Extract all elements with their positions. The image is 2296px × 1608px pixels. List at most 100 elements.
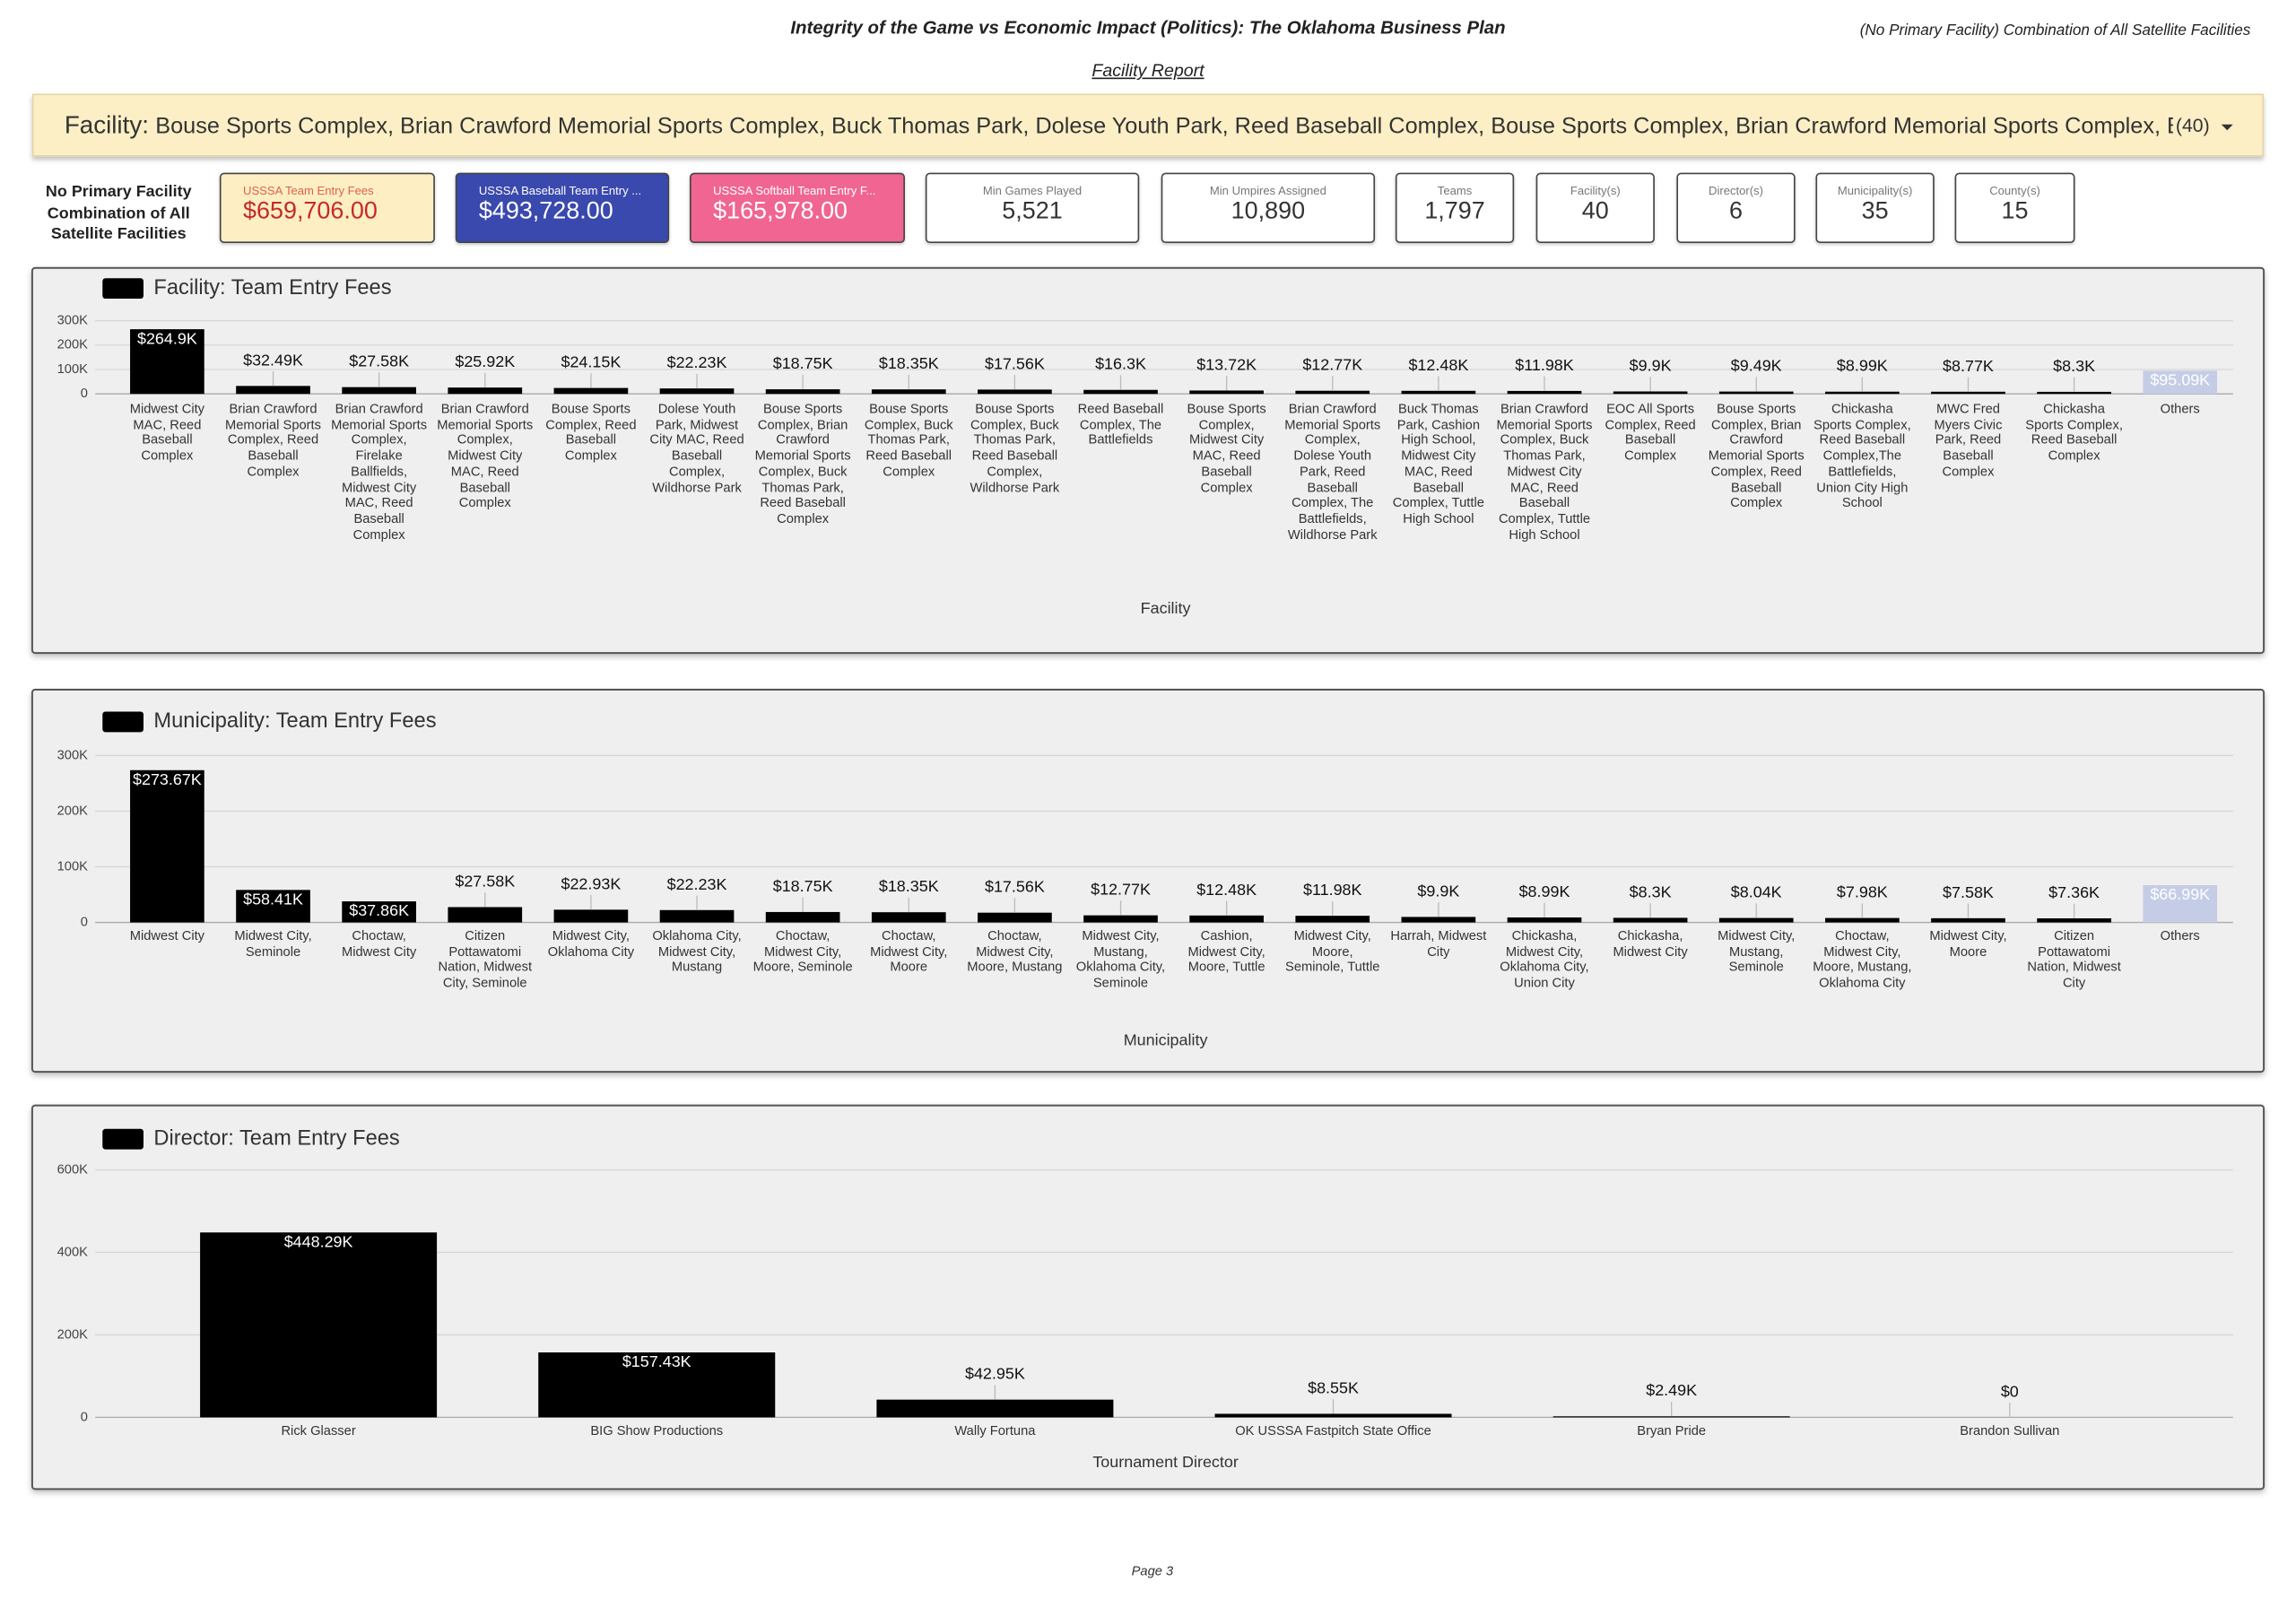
data-label: $58.41K: [243, 890, 303, 908]
data-label: $13.72K: [1196, 355, 1257, 373]
kpi-value: 5,521: [1002, 197, 1063, 224]
kpi-value: 15: [2001, 197, 2029, 224]
x-tick-label: Chickasha Sports Complex, Reed Baseball …: [2025, 401, 2123, 464]
x-tick-label-box: Oklahoma City, Midwest City, Mustang: [652, 928, 742, 975]
y-tick-label: 100K: [57, 859, 89, 874]
data-label: $95.09K: [2150, 370, 2210, 388]
bar: [659, 388, 735, 395]
x-tick-label-box: Chickasha, Midwest City, Oklahoma City, …: [1500, 928, 1589, 990]
bar: [1507, 390, 1582, 395]
bar: [871, 912, 946, 923]
chart-title: Director: Team Entry Fees: [153, 1126, 399, 1150]
kpi-value: $165,978.00: [713, 197, 848, 224]
x-tick-label-box: Others: [2161, 401, 2200, 415]
bar: [1613, 391, 1688, 395]
bar: [765, 911, 840, 923]
bar: [1507, 917, 1582, 923]
x-tick-label: Midwest City MAC, Reed Baseball Complex: [129, 401, 205, 464]
x-tick-label: Reed Baseball Complex, The Battlefields: [1077, 401, 1164, 448]
x-tick-label: Oklahoma City, Midwest City, Mustang: [652, 928, 742, 975]
kpi-card: Facility(s) 40: [1535, 172, 1655, 244]
bar: [342, 901, 416, 923]
data-label: $32.49K: [243, 351, 303, 369]
kpi-card: County(s) 15: [1954, 172, 2075, 244]
kpi-value: $659,706.00: [243, 197, 378, 224]
x-tick-label-box: Cashion, Midwest City, Moore, Tuttle: [1187, 928, 1265, 975]
y-tick-label: 200K: [57, 804, 89, 818]
kpi-side-label: No Primary Facility Combination of All S…: [45, 183, 192, 244]
report-context: (No Primary Facility) Combination of All…: [1859, 22, 2251, 40]
x-tick-label-box: Choctaw, Midwest City: [342, 928, 416, 959]
data-label: $8.77K: [1943, 357, 1994, 375]
kpi-card: Teams 1,797: [1395, 172, 1515, 244]
x-tick-label-box: Brian Crawford Memorial Sports Complex, …: [1284, 401, 1380, 541]
bar: [1083, 389, 1158, 395]
legend-swatch: [102, 711, 144, 733]
x-tick-label-box: Choctaw, Midwest City, Moore, Seminole: [752, 928, 853, 975]
x-tick-label: Citizen Pottawatomi Nation, Midwest City…: [438, 928, 533, 990]
kpi-title: Min Umpires Assigned: [1209, 184, 1326, 198]
kpi-card: Min Games Played 5,521: [925, 172, 1140, 244]
y-tick-label: 0: [81, 915, 88, 929]
x-tick-label-box: Citizen Pottawatomi Nation, Midwest City…: [438, 928, 533, 990]
x-tick-label: Brian Crawford Memorial Sports Complex, …: [331, 401, 428, 542]
dropdown-caret[interactable]: [2221, 123, 2233, 132]
kpi-card: Director(s) 6: [1676, 172, 1796, 244]
x-tick-label: Brian Crawford Memorial Sports Complex, …: [437, 401, 534, 510]
x-tick-label-box: Bouse Sports Complex, Reed Baseball Comp…: [545, 401, 637, 464]
x-tick-label-box: Brandon Sullivan: [1960, 1422, 2060, 1439]
data-label: $157.43K: [622, 1352, 691, 1370]
x-tick-label-box: Reed Baseball Complex, The Battlefields: [1077, 401, 1164, 448]
bar: [1189, 915, 1264, 923]
x-tick-label: Midwest City, Moore: [1929, 928, 2007, 959]
filter-text: Facility: Bouse Sports Complex, Brian Cr…: [65, 111, 2173, 141]
page-number: Page 3: [1131, 1563, 1174, 1578]
x-tick-label-box: Dolese Youth Park, Midwest City MAC, Ree…: [649, 401, 744, 494]
kpi-title: USSSA Softball Team Entry F...: [713, 184, 876, 198]
bar: [236, 386, 310, 395]
filter-bar[interactable]: Facility: Bouse Sports Complex, Brian Cr…: [31, 93, 2265, 157]
data-label: $8.3K: [2053, 357, 2095, 375]
bar: [1295, 390, 1370, 395]
x-tick-label-box: Midwest City, Mustang, Seminole: [1718, 928, 1795, 974]
kpi-card: Municipality(s) 35: [1815, 172, 1935, 244]
bar: [1718, 917, 1794, 923]
x-tick-label: Bouse Sports Complex, Reed Baseball Comp…: [545, 401, 637, 464]
data-label: $9.9K: [1630, 356, 1672, 374]
y-tick-label: 400K: [57, 1245, 89, 1259]
x-tick-label-box: Choctaw, Midwest City, Moore: [870, 928, 947, 974]
bar: [871, 389, 946, 395]
kpi-title: Teams: [1437, 184, 1473, 198]
x-tick-label: Harrah, Midwest City: [1390, 928, 1487, 959]
chart-panel: [30, 266, 2266, 655]
x-tick-label: Choctaw, Midwest City, Moore, Seminole: [752, 928, 853, 975]
chart-title: Facility: Team Entry Fees: [153, 276, 391, 300]
data-label: $18.75K: [773, 354, 833, 372]
x-tick-label-box: Brian Crawford Memorial Sports Complex, …: [331, 401, 428, 542]
x-tick-label-box: Bouse Sports Complex, Buck Thomas Park, …: [865, 401, 953, 478]
x-tick-label-box: Wally Fortuna: [954, 1423, 1035, 1438]
legend-swatch: [102, 278, 144, 300]
x-tick-label: Citizen Pottawatomi Nation, Midwest City: [2027, 928, 2121, 990]
x-tick-label: Brandon Sullivan: [1960, 1422, 2060, 1439]
data-label: $12.48K: [1196, 881, 1257, 899]
bar: [659, 909, 735, 923]
bar: [1931, 917, 2005, 923]
x-tick-label: Chickasha, Midwest City, Oklahoma City, …: [1500, 928, 1589, 990]
x-tick-label-box: Brian Crawford Memorial Sports Complex, …: [225, 401, 321, 478]
bar: [2037, 391, 2111, 395]
x-tick-label: Chickasha, Midwest City: [1613, 928, 1688, 959]
x-tick-label: Cashion, Midwest City, Moore, Tuttle: [1187, 928, 1265, 975]
data-label: $17.56K: [985, 878, 1045, 896]
x-tick-label: Choctaw, Midwest City, Moore, Mustang: [967, 928, 1063, 975]
kpi-title: Min Games Played: [982, 184, 1083, 198]
data-label: $8.55K: [1308, 1378, 1359, 1396]
y-tick-label: 200K: [57, 1327, 89, 1342]
bar: [448, 387, 523, 395]
x-tick-label-box: Midwest City MAC, Reed Baseball Complex: [129, 401, 205, 464]
x-tick-label-box: OK USSSA Fastpitch State Office: [1235, 1423, 1431, 1438]
x-tick-label-box: Buck Thomas Park, Cashion High School, M…: [1393, 401, 1484, 526]
data-label: $37.86K: [349, 901, 409, 919]
bar: [978, 389, 1052, 395]
y-tick-label: 100K: [57, 362, 89, 377]
